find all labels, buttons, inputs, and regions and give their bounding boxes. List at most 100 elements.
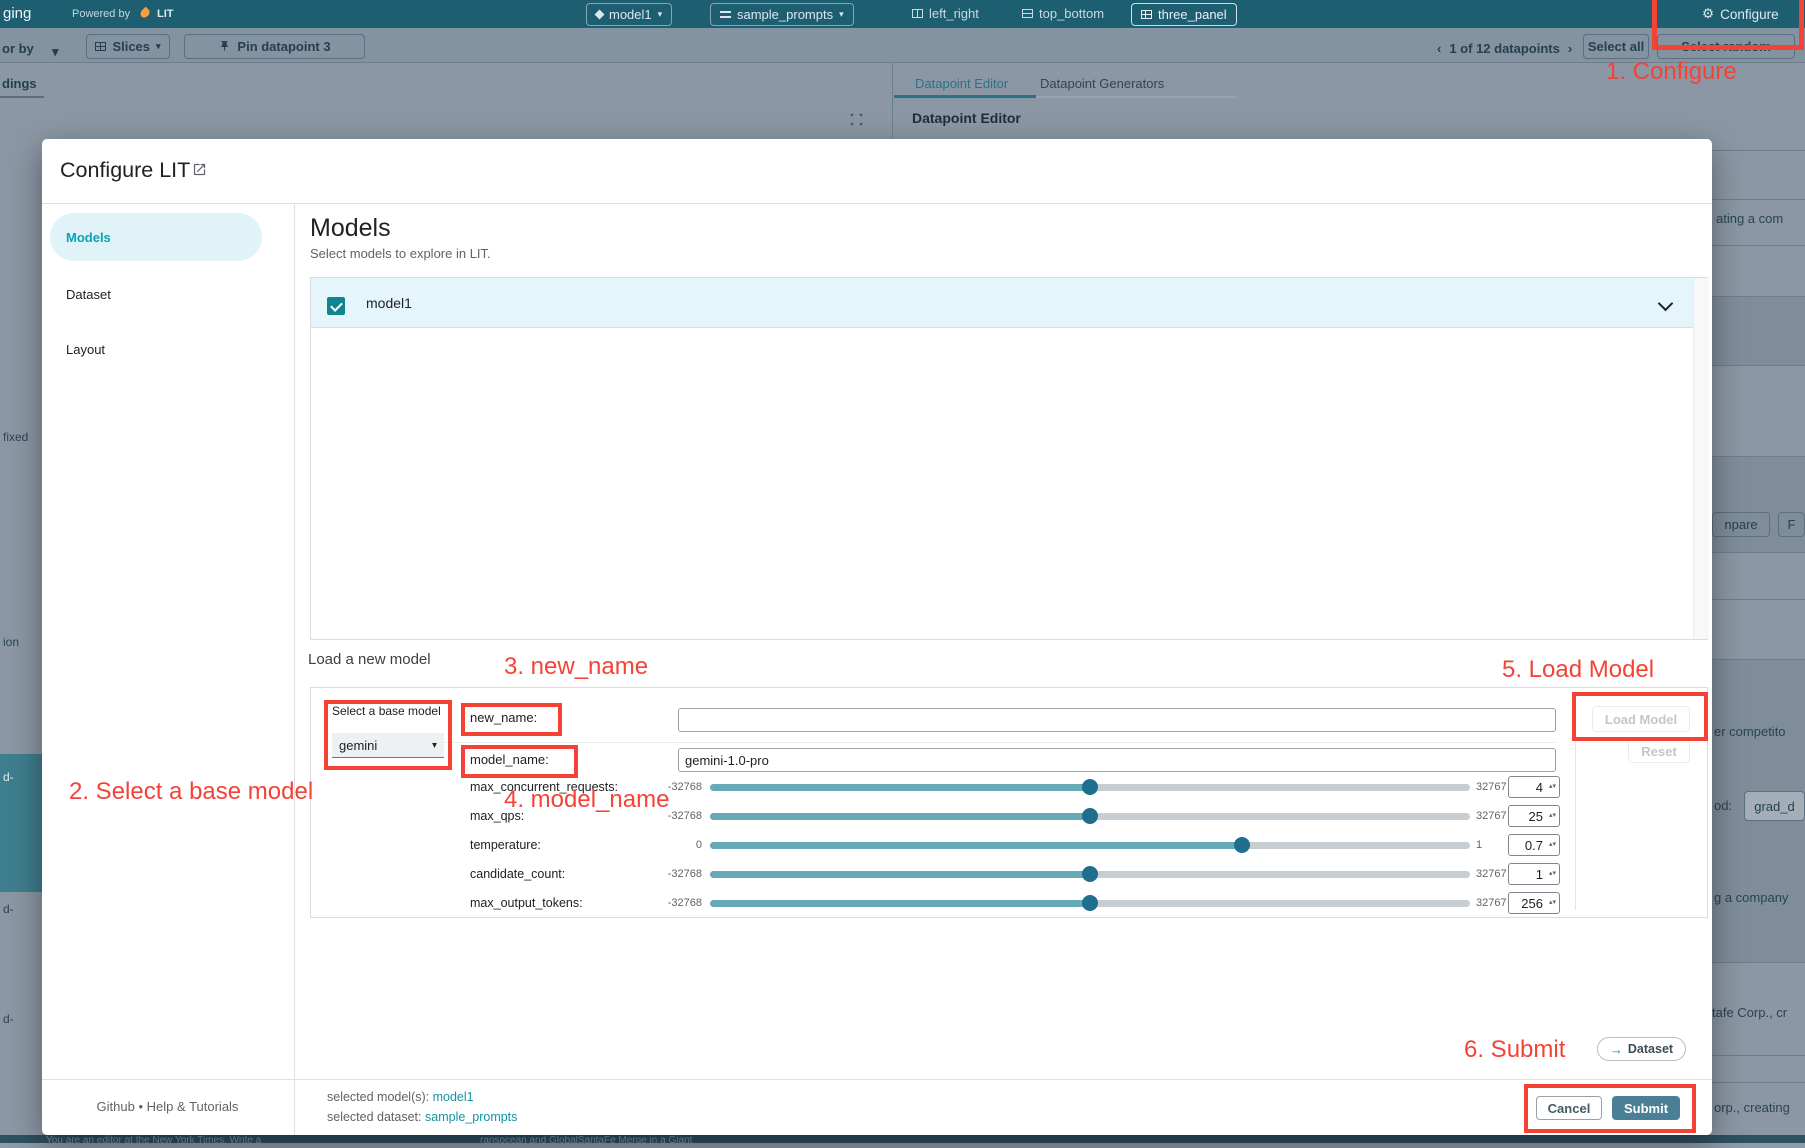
slider-label: candidate_count:	[470, 867, 566, 881]
github-link[interactable]: Github	[96, 1099, 135, 1114]
slider-min: -32768	[667, 810, 702, 822]
base-model-select[interactable]: gemini ▾	[332, 733, 444, 758]
selected-dataset-link[interactable]: sample_prompts	[425, 1110, 518, 1124]
annotation-box-submit	[1524, 1084, 1696, 1133]
bullet-separator: •	[138, 1099, 144, 1114]
slider-thumb[interactable]	[1082, 779, 1098, 795]
color-by-control-fragment[interactable]: or by	[2, 41, 34, 56]
slider-row: candidate_count: -32768 32767 1 ▴▾	[470, 861, 1560, 887]
left-right-layout-icon	[912, 9, 923, 18]
model1-checkbox[interactable]	[327, 297, 345, 315]
slider-thumb[interactable]	[1082, 866, 1098, 882]
slider-value-stepper[interactable]: 0.7 ▴▾	[1508, 834, 1560, 856]
cancel-button[interactable]: Cancel	[1536, 1096, 1602, 1120]
slider-value-stepper[interactable]: 256 ▴▾	[1508, 892, 1560, 914]
app-title-fragment: ging	[3, 5, 32, 22]
flame-icon	[138, 6, 152, 20]
load-model-button[interactable]: Load Model	[1592, 706, 1690, 732]
bg-left-fragment: d-	[3, 770, 14, 784]
selected-model-link[interactable]: model1	[432, 1090, 474, 1104]
model-selector-button[interactable]: model1 ▾	[586, 3, 673, 26]
annotation-2: 2. Select a base model	[69, 778, 314, 805]
bg-grad-chip[interactable]: grad_d	[1744, 791, 1805, 821]
bg-left-fragment: ion	[3, 635, 20, 649]
bg-right-fragment: orp., creating	[1714, 1100, 1790, 1115]
new-name-label: new_name:	[470, 710, 538, 725]
caret-down-icon: ▾	[657, 9, 663, 19]
stepper-arrows-icon[interactable]: ▴▾	[1548, 870, 1557, 878]
check-icon	[329, 298, 343, 312]
slider-track[interactable]	[710, 895, 1470, 911]
expand-icon[interactable]	[849, 112, 864, 127]
slider-thumb[interactable]	[1234, 837, 1250, 853]
annotation-3: 3. new_name	[504, 653, 649, 680]
stepper-arrows-icon[interactable]: ▴▾	[1548, 841, 1557, 849]
prev-datapoint-button[interactable]: ‹	[1437, 41, 1442, 56]
panel-divider	[892, 62, 893, 139]
selected-models-line: selected model(s): model1	[327, 1090, 474, 1104]
tab-datapoint-generators[interactable]: Datapoint Generators	[1040, 76, 1165, 91]
slices-grid-icon	[95, 42, 107, 51]
left-tab-fragment[interactable]: dings	[2, 76, 37, 91]
help-tutorials-link[interactable]: Help & Tutorials	[146, 1099, 239, 1114]
stepper-arrows-icon[interactable]: ▴▾	[1548, 899, 1557, 907]
slider-value-stepper[interactable]: 25 ▴▾	[1508, 805, 1560, 827]
selected-dataset-line: selected dataset: sample_prompts	[327, 1110, 518, 1124]
model-list-scrollbar[interactable]	[1693, 278, 1709, 639]
model-name-input[interactable]	[678, 748, 1556, 772]
top-bottom-layout-icon	[1022, 9, 1033, 18]
active-tab-underline	[894, 95, 1036, 98]
slider-track[interactable]	[710, 808, 1470, 824]
slider-track[interactable]	[710, 779, 1470, 795]
slider-track[interactable]	[710, 866, 1470, 882]
caret-down-icon: ▾	[156, 41, 161, 51]
slider-row: max_concurrent_requests: -32768 32767 4 ▴…	[470, 774, 1560, 800]
footer-links: Github • Help & Tutorials	[60, 1099, 275, 1114]
tab-datapoint-editor[interactable]: Datapoint Editor	[915, 76, 1009, 91]
base-model-label: Select a base model	[332, 704, 441, 718]
caret-down-icon: ▾	[52, 44, 59, 59]
three-panel-layout-icon	[1141, 10, 1152, 19]
panel-heading: Datapoint Editor	[912, 110, 1021, 126]
slider-value-stepper[interactable]: 1 ▴▾	[1508, 863, 1560, 885]
stepper-arrows-icon[interactable]: ▴▾	[1548, 783, 1557, 791]
slider-value-stepper[interactable]: 4 ▴▾	[1508, 776, 1560, 798]
layout-top-bottom-button[interactable]: top_bottom	[1022, 6, 1104, 21]
slider-thumb[interactable]	[1082, 808, 1098, 824]
submit-button[interactable]: Submit	[1612, 1096, 1680, 1120]
configure-button[interactable]: ⚙ Configure	[1702, 6, 1779, 22]
model-icon	[594, 9, 605, 20]
layout-three-panel-button[interactable]: three_panel	[1131, 3, 1237, 26]
bg-button-fragment[interactable]: F	[1778, 512, 1805, 537]
go-to-dataset-button[interactable]: → Dataset	[1597, 1037, 1686, 1061]
reset-button[interactable]: Reset	[1628, 739, 1690, 763]
select-all-button[interactable]: Select all	[1583, 34, 1649, 59]
pin-datapoint-button[interactable]: Pin datapoint 3	[184, 34, 365, 59]
bg-compare-button-fragment[interactable]: npare	[1712, 512, 1770, 537]
layout-left-right-button[interactable]: left_right	[912, 6, 979, 21]
nav-item-dataset[interactable]: Dataset	[66, 287, 111, 302]
stepper-arrows-icon[interactable]: ▴▾	[1548, 812, 1557, 820]
pin-icon	[221, 41, 229, 51]
bg-bottom-fragment: You are an editor at the New York Times.…	[46, 1135, 262, 1143]
annotation-6: 6. Submit	[1464, 1036, 1566, 1063]
model-list-row[interactable]	[311, 278, 1707, 328]
dataset-selector-button[interactable]: sample_prompts ▾	[710, 3, 854, 26]
nav-item-layout[interactable]: Layout	[66, 342, 106, 357]
nav-item-models[interactable]	[50, 213, 262, 261]
open-in-new-icon[interactable]	[192, 162, 207, 177]
new-name-input[interactable]	[678, 708, 1556, 732]
annotation-box-model-name	[461, 745, 578, 778]
slider-row: temperature: 0 1 0.7 ▴▾	[470, 832, 1560, 858]
slider-label: max_concurrent_requests:	[470, 780, 618, 794]
slices-button[interactable]: Slices ▾	[86, 34, 170, 59]
lit-logo: LIT	[157, 8, 174, 20]
next-datapoint-button[interactable]: ›	[1567, 41, 1573, 56]
annotation-box-load-model	[1572, 692, 1708, 741]
slider-thumb[interactable]	[1082, 895, 1098, 911]
slider-track[interactable]	[710, 837, 1470, 853]
selection-toolbar	[0, 28, 1805, 63]
slider-min: -32768	[667, 781, 702, 793]
annotation-box-base-model	[324, 700, 452, 770]
annotation-box-new-name	[461, 703, 562, 736]
